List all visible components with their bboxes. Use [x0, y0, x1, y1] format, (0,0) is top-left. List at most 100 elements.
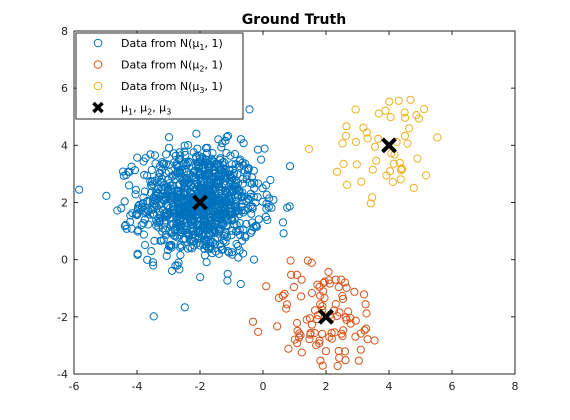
data-point-series-2 [335, 353, 344, 362]
data-point-series-3 [420, 105, 429, 114]
data-point-series-1 [192, 129, 201, 138]
data-point-series-1 [211, 247, 220, 256]
data-point-series-1 [223, 276, 232, 285]
data-point-series-2 [362, 309, 371, 318]
y-tick-label: 6 [61, 82, 68, 95]
data-point-series-1 [153, 189, 162, 198]
data-point-series-1 [172, 168, 181, 178]
data-point-series-3 [339, 159, 348, 168]
data-point-series-2 [325, 279, 334, 288]
data-point-series-2 [331, 300, 340, 309]
data-point-series-1 [137, 220, 146, 230]
data-point-series-1 [238, 249, 248, 258]
data-point-series-3 [372, 156, 381, 165]
data-point-series-2 [297, 348, 306, 357]
legend-label: μ1, μ2, μ3 [121, 102, 171, 117]
data-point-series-1 [167, 266, 177, 275]
data-point-series-1 [140, 240, 150, 250]
data-point-series-2 [280, 289, 289, 298]
data-point-series-2 [318, 302, 327, 311]
data-point-series-2 [342, 283, 351, 292]
data-point-series-1 [164, 133, 174, 142]
data-point-series-1 [149, 261, 158, 270]
data-point-series-1 [201, 237, 210, 246]
data-point-series-2 [307, 288, 316, 298]
data-point-series-1 [214, 162, 223, 171]
data-point-series-1 [173, 233, 182, 242]
data-point-series-1 [199, 223, 209, 232]
data-point-series-1 [191, 180, 200, 189]
data-point-series-1 [158, 227, 167, 236]
data-point-series-2 [254, 327, 263, 336]
data-point-series-1 [245, 105, 254, 114]
data-point-series-1 [133, 153, 142, 162]
data-point-series-1 [232, 202, 241, 211]
data-point-series-1 [158, 224, 168, 233]
data-point-series-3 [413, 154, 422, 163]
data-point-series-1 [235, 210, 244, 219]
data-point-series-1 [150, 151, 159, 160]
legend-label: Data from N(μ1, 1) [121, 37, 223, 52]
data-point-series-1 [262, 204, 271, 213]
data-point-series-1 [139, 230, 148, 239]
data-point-series-1 [207, 154, 216, 163]
data-point-series-3 [389, 159, 398, 168]
data-point-series-2 [284, 344, 293, 353]
legend-item-4: μ1, μ2, μ3 [92, 102, 171, 117]
data-point-series-2 [307, 258, 316, 267]
data-point-series-3 [351, 137, 360, 146]
data-point-series-1 [174, 258, 183, 267]
data-point-series-2 [350, 287, 359, 296]
data-point-series-1 [199, 164, 208, 173]
data-point-series-2 [292, 270, 301, 279]
data-point-series-1 [251, 198, 260, 207]
data-point-series-1 [219, 161, 228, 170]
data-point-series-1 [217, 171, 226, 180]
data-point-series-2 [316, 300, 325, 309]
data-point-series-2 [296, 331, 305, 340]
data-point-series-1 [193, 220, 202, 229]
data-point-series-1 [214, 219, 223, 229]
data-point-series-3 [400, 108, 409, 117]
data-point-series-1 [214, 229, 223, 238]
mean-markers [192, 137, 397, 325]
data-point-series-1 [240, 206, 249, 215]
data-point-series-1 [174, 198, 183, 207]
data-point-series-1 [203, 155, 212, 165]
x-tick-label: -2 [195, 380, 206, 393]
data-point-series-1 [228, 165, 237, 174]
data-point-series-1 [162, 251, 171, 261]
data-point-series-3 [366, 199, 375, 208]
data-point-series-1 [285, 162, 295, 171]
data-point-series-1 [188, 236, 197, 245]
data-point-series-1 [209, 167, 218, 176]
data-point-series-2 [360, 290, 369, 299]
data-point-series-3 [338, 139, 347, 148]
data-point-series-1 [279, 229, 288, 238]
data-point-series-1 [253, 145, 262, 154]
data-point-series-3 [386, 113, 395, 122]
data-point-series-2 [248, 317, 258, 326]
data-point-series-1 [221, 136, 230, 145]
data-point-series-1 [155, 217, 164, 226]
data-point-series-1 [164, 143, 174, 152]
mean-marker-3 [381, 137, 397, 154]
data-point-series-1 [139, 157, 148, 166]
data-point-series-1 [113, 206, 122, 215]
data-point-series-1 [216, 239, 225, 249]
data-point-series-1 [131, 185, 140, 194]
data-point-series-3 [401, 113, 410, 122]
data-point-series-3 [398, 165, 407, 174]
data-point-series-1 [236, 230, 245, 240]
data-point-series-1 [197, 170, 206, 179]
data-point-series-2 [315, 282, 324, 291]
data-point-series-1 [161, 226, 170, 235]
data-point-series-3 [385, 167, 395, 176]
x-tick-label: 6 [449, 380, 456, 393]
data-point-series-1 [269, 195, 278, 204]
data-point-series-1 [201, 144, 210, 153]
data-point-series-1 [144, 220, 153, 229]
data-point-series-1 [119, 171, 128, 180]
data-point-series-3 [368, 193, 377, 202]
